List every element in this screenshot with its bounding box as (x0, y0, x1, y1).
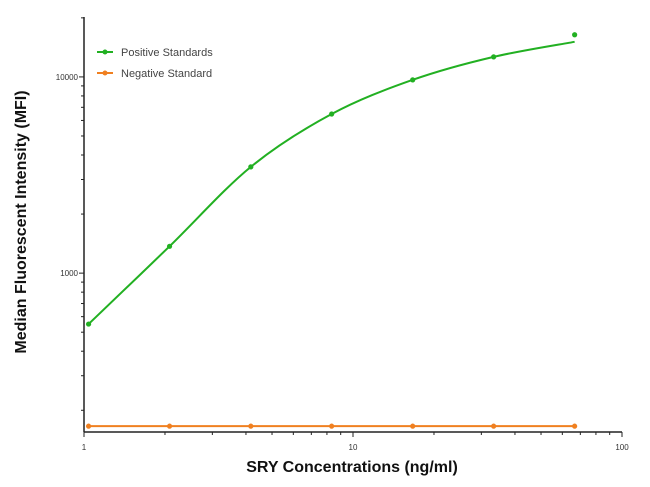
data-point-negative (572, 423, 578, 429)
data-point-positive (166, 243, 173, 249)
y-tick-label: 10000 (56, 73, 79, 82)
legend-marker-negative (102, 70, 108, 76)
legend-item-negative: Negative Standard (97, 68, 212, 80)
data-point-negative (410, 423, 416, 429)
y-tick-label: 1000 (60, 269, 78, 278)
data-point-negative (166, 423, 173, 429)
data-point-positive (410, 77, 416, 83)
legend-label-negative: Negative Standard (121, 68, 212, 80)
data-point-negative (85, 423, 92, 429)
x-axis-title: SRY Concentrations (ng/ml) (246, 459, 458, 476)
data-point-negative (491, 423, 497, 429)
legend-item-positive: Positive Standards (97, 47, 213, 59)
data-point-negative (329, 423, 335, 429)
y-axis-title: Median Fluorescent Intensity (MFI) (13, 90, 30, 353)
data-point-positive (491, 54, 497, 60)
axes (79, 17, 623, 437)
legend-marker-positive (102, 49, 108, 55)
legend: Positive Standards Negative Standard (97, 47, 213, 80)
data-point-positive (85, 321, 92, 327)
x-tick-label: 1 (82, 443, 87, 452)
data-point-positive (329, 111, 335, 117)
data-point-negative (248, 423, 254, 429)
x-tick-label: 100 (615, 443, 629, 452)
series-line-positive (87, 40, 575, 325)
series-layer (85, 32, 578, 429)
data-point-positive (248, 164, 254, 170)
x-tick-label: 10 (349, 443, 358, 452)
data-point-positive (572, 32, 578, 38)
legend-label-positive: Positive Standards (121, 47, 213, 59)
